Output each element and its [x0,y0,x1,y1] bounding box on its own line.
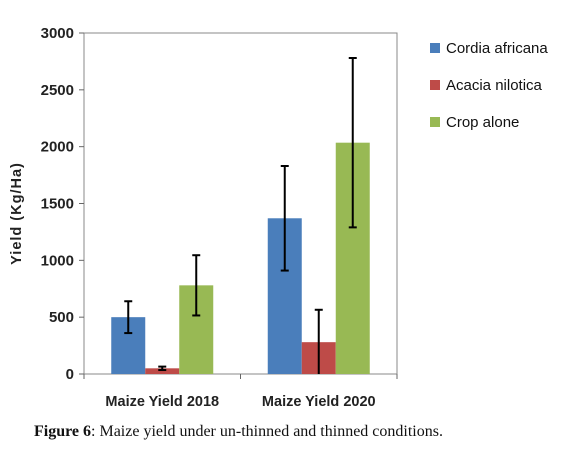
legend-swatch [430,117,440,127]
bar [145,368,180,374]
legend-label: Acacia nilotica [446,77,543,94]
chart: 0 500 1000 1500 2000 2500 3000 Yield (Kg/Ha) Mai… [9,25,548,410]
y-tick-label: 2000 [41,139,74,156]
y-tick-label: 0 [66,366,74,383]
plot-area: 0 500 1000 1500 2000 2500 3000 Yield (Kg/Ha) Mai… [9,25,548,410]
caption-label: Figure 6 [34,423,92,440]
y-tick-label: 1000 [41,252,74,269]
figure-caption: Figure 6: Maize yield under un-thinned a… [34,423,443,441]
caption-text: : Maize yield under un-thinned and thinn… [91,423,443,440]
y-tick-label: 3000 [41,25,74,42]
y-tick-label: 2500 [41,82,74,99]
y-tick-label: 500 [49,309,74,326]
legend-label: Cordia africana [446,40,548,57]
legend-swatch [430,80,440,90]
x-category-label: Maize Yield 2018 [105,394,219,410]
y-tick-label: 1500 [41,196,74,213]
legend-label: Crop alone [446,114,519,131]
x-category-label: Maize Yield 2020 [262,394,376,410]
legend-swatch [430,43,440,53]
y-axis-label: Yield (Kg/Ha) [9,162,25,265]
